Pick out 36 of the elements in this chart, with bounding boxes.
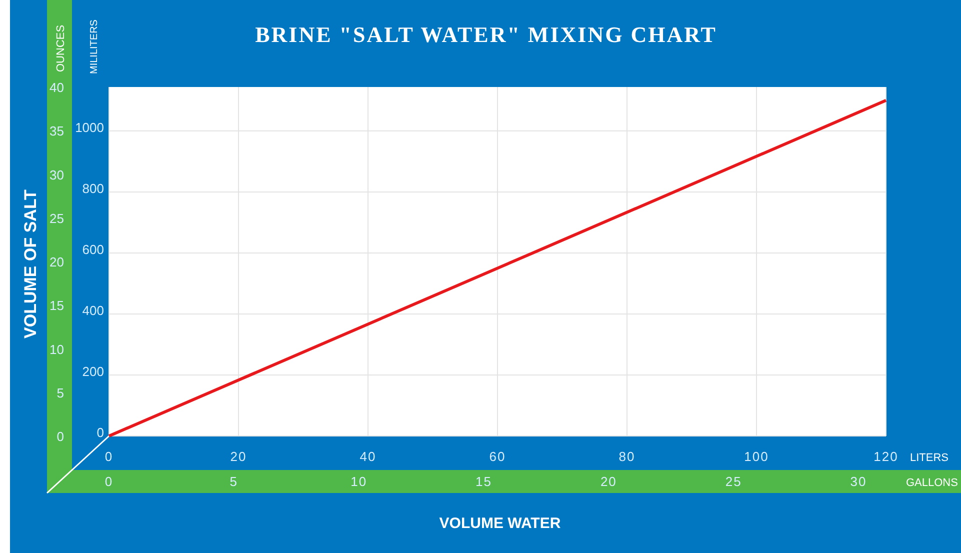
y-tick-label: 15 (50, 298, 64, 314)
y2-tick-label: 200 (82, 364, 104, 379)
x-tick-label: 60 (489, 449, 506, 464)
y2-tick-label: 1000 (75, 120, 104, 135)
y2-tick-label: 0 (96, 425, 104, 440)
x2-tick-label: 20 (600, 474, 617, 489)
x-tick-label: 80 (618, 449, 636, 464)
x-tick-label: 40 (360, 449, 376, 464)
x2-tick-label: 10 (350, 474, 368, 489)
chart-title: BRINE "SALT WATER" MIXING CHART (255, 22, 717, 47)
y-tick-label: 10 (50, 342, 64, 357)
y2-tick-label: 600 (82, 242, 104, 257)
y-tick-label: 35 (50, 124, 64, 139)
x2-axis-title: GALLONS (906, 477, 958, 489)
text: OUNCES (55, 24, 67, 72)
x2-tick-label: 15 (476, 474, 492, 489)
y-tick-label: 30 (50, 167, 64, 182)
x2-tick-label: 5 (230, 474, 238, 489)
y2-tick-label: 800 (82, 180, 104, 196)
y-tick-label: 25 (50, 210, 64, 226)
x-tick-label: 100 (744, 449, 769, 464)
x-tick-label: 20 (230, 449, 247, 464)
text: LITERS (910, 452, 949, 464)
x-axis-title: VOLUME WATER (439, 515, 561, 532)
y-tick-label: 5 (56, 385, 64, 400)
x2-tick-label: 0 (104, 474, 114, 489)
x2-tick-label: 30 (850, 474, 867, 489)
x2-tick-label: 25 (725, 474, 742, 489)
y2-axis-title: MILILITERS (89, 19, 100, 74)
y2-tick-label: 400 (82, 302, 104, 318)
y-tick-label: 0 (56, 429, 64, 444)
y-axis-title: VOLUME OF SALT (21, 188, 40, 338)
y-tick-label: 40 (50, 80, 64, 95)
y-tick-label: 20 (50, 254, 64, 270)
x-tick-label: 0 (104, 449, 114, 464)
x-tick-label: 120 (874, 449, 898, 464)
